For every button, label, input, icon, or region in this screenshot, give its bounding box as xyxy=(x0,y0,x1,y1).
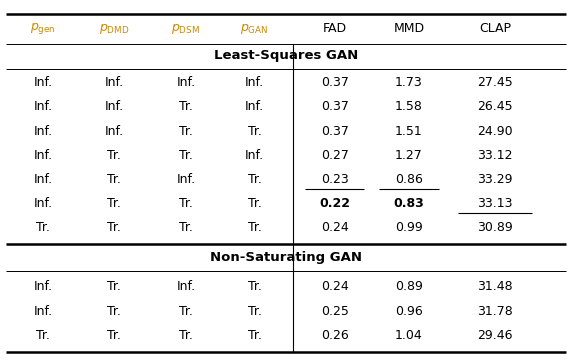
Text: Inf.: Inf. xyxy=(33,100,53,113)
Text: Inf.: Inf. xyxy=(176,173,196,186)
Text: 0.37: 0.37 xyxy=(321,76,348,89)
Text: Inf.: Inf. xyxy=(245,76,264,89)
Text: 0.24: 0.24 xyxy=(321,221,348,234)
Text: Tr.: Tr. xyxy=(179,197,193,210)
Text: 0.96: 0.96 xyxy=(395,305,423,318)
Text: Inf.: Inf. xyxy=(105,100,124,113)
Text: Tr.: Tr. xyxy=(108,305,121,318)
Text: CLAP: CLAP xyxy=(479,22,511,35)
Text: Inf.: Inf. xyxy=(176,280,196,293)
Text: Tr.: Tr. xyxy=(108,329,121,342)
Text: Inf.: Inf. xyxy=(105,76,124,89)
Text: 0.24: 0.24 xyxy=(321,280,348,293)
Text: 1.04: 1.04 xyxy=(395,329,423,342)
Text: 0.22: 0.22 xyxy=(319,197,350,210)
Text: 0.83: 0.83 xyxy=(394,197,424,210)
Text: 1.51: 1.51 xyxy=(395,125,423,138)
Text: 1.58: 1.58 xyxy=(395,100,423,113)
Text: Tr.: Tr. xyxy=(248,329,261,342)
Text: 0.27: 0.27 xyxy=(321,149,348,162)
Text: Tr.: Tr. xyxy=(108,173,121,186)
Text: Tr.: Tr. xyxy=(248,280,261,293)
Text: Inf.: Inf. xyxy=(33,149,53,162)
Text: Inf.: Inf. xyxy=(245,149,264,162)
Text: 0.23: 0.23 xyxy=(321,173,348,186)
Text: Tr.: Tr. xyxy=(179,125,193,138)
Text: 33.29: 33.29 xyxy=(477,173,513,186)
Text: $p_\mathrm{DSM}$: $p_\mathrm{DSM}$ xyxy=(172,22,200,36)
Text: 27.45: 27.45 xyxy=(477,76,513,89)
Text: Tr.: Tr. xyxy=(108,149,121,162)
Text: Tr.: Tr. xyxy=(179,149,193,162)
Text: Tr.: Tr. xyxy=(248,197,261,210)
Text: Inf.: Inf. xyxy=(33,280,53,293)
Text: 0.99: 0.99 xyxy=(395,221,423,234)
Text: Tr.: Tr. xyxy=(248,173,261,186)
Text: Tr.: Tr. xyxy=(108,221,121,234)
Text: 0.25: 0.25 xyxy=(321,305,348,318)
Text: $p_\mathrm{DMD}$: $p_\mathrm{DMD}$ xyxy=(99,22,130,36)
Text: Tr.: Tr. xyxy=(248,305,261,318)
Text: 0.37: 0.37 xyxy=(321,100,348,113)
Text: Inf.: Inf. xyxy=(105,125,124,138)
Text: 31.48: 31.48 xyxy=(477,280,513,293)
Text: Tr.: Tr. xyxy=(108,197,121,210)
Text: Least-Squares GAN: Least-Squares GAN xyxy=(214,49,358,62)
Text: Inf.: Inf. xyxy=(176,76,196,89)
Text: MMD: MMD xyxy=(394,22,424,35)
Text: 30.89: 30.89 xyxy=(477,221,513,234)
Text: Inf.: Inf. xyxy=(245,100,264,113)
Text: 0.86: 0.86 xyxy=(395,173,423,186)
Text: Tr.: Tr. xyxy=(108,280,121,293)
Text: 33.13: 33.13 xyxy=(477,197,513,210)
Text: 1.27: 1.27 xyxy=(395,149,423,162)
Text: Inf.: Inf. xyxy=(33,305,53,318)
Text: Inf.: Inf. xyxy=(33,76,53,89)
Text: 0.89: 0.89 xyxy=(395,280,423,293)
Text: 33.12: 33.12 xyxy=(477,149,513,162)
Text: 0.37: 0.37 xyxy=(321,125,348,138)
Text: 29.46: 29.46 xyxy=(477,329,513,342)
Text: $p_\mathrm{GAN}$: $p_\mathrm{GAN}$ xyxy=(240,22,269,36)
Text: 0.26: 0.26 xyxy=(321,329,348,342)
Text: Tr.: Tr. xyxy=(179,305,193,318)
Text: 1.73: 1.73 xyxy=(395,76,423,89)
Text: Tr.: Tr. xyxy=(179,221,193,234)
Text: Tr.: Tr. xyxy=(36,221,50,234)
Text: Tr.: Tr. xyxy=(179,100,193,113)
Text: Tr.: Tr. xyxy=(36,329,50,342)
Text: Inf.: Inf. xyxy=(33,197,53,210)
Text: Tr.: Tr. xyxy=(248,221,261,234)
Text: Tr.: Tr. xyxy=(248,125,261,138)
Text: $p_\mathrm{gen}$: $p_\mathrm{gen}$ xyxy=(30,21,55,36)
Text: FAD: FAD xyxy=(323,22,347,35)
Text: Inf.: Inf. xyxy=(33,125,53,138)
Text: 31.78: 31.78 xyxy=(477,305,513,318)
Text: 24.90: 24.90 xyxy=(477,125,513,138)
Text: 26.45: 26.45 xyxy=(477,100,513,113)
Text: Non-Saturating GAN: Non-Saturating GAN xyxy=(210,251,362,264)
Text: Tr.: Tr. xyxy=(179,329,193,342)
Text: Inf.: Inf. xyxy=(33,173,53,186)
